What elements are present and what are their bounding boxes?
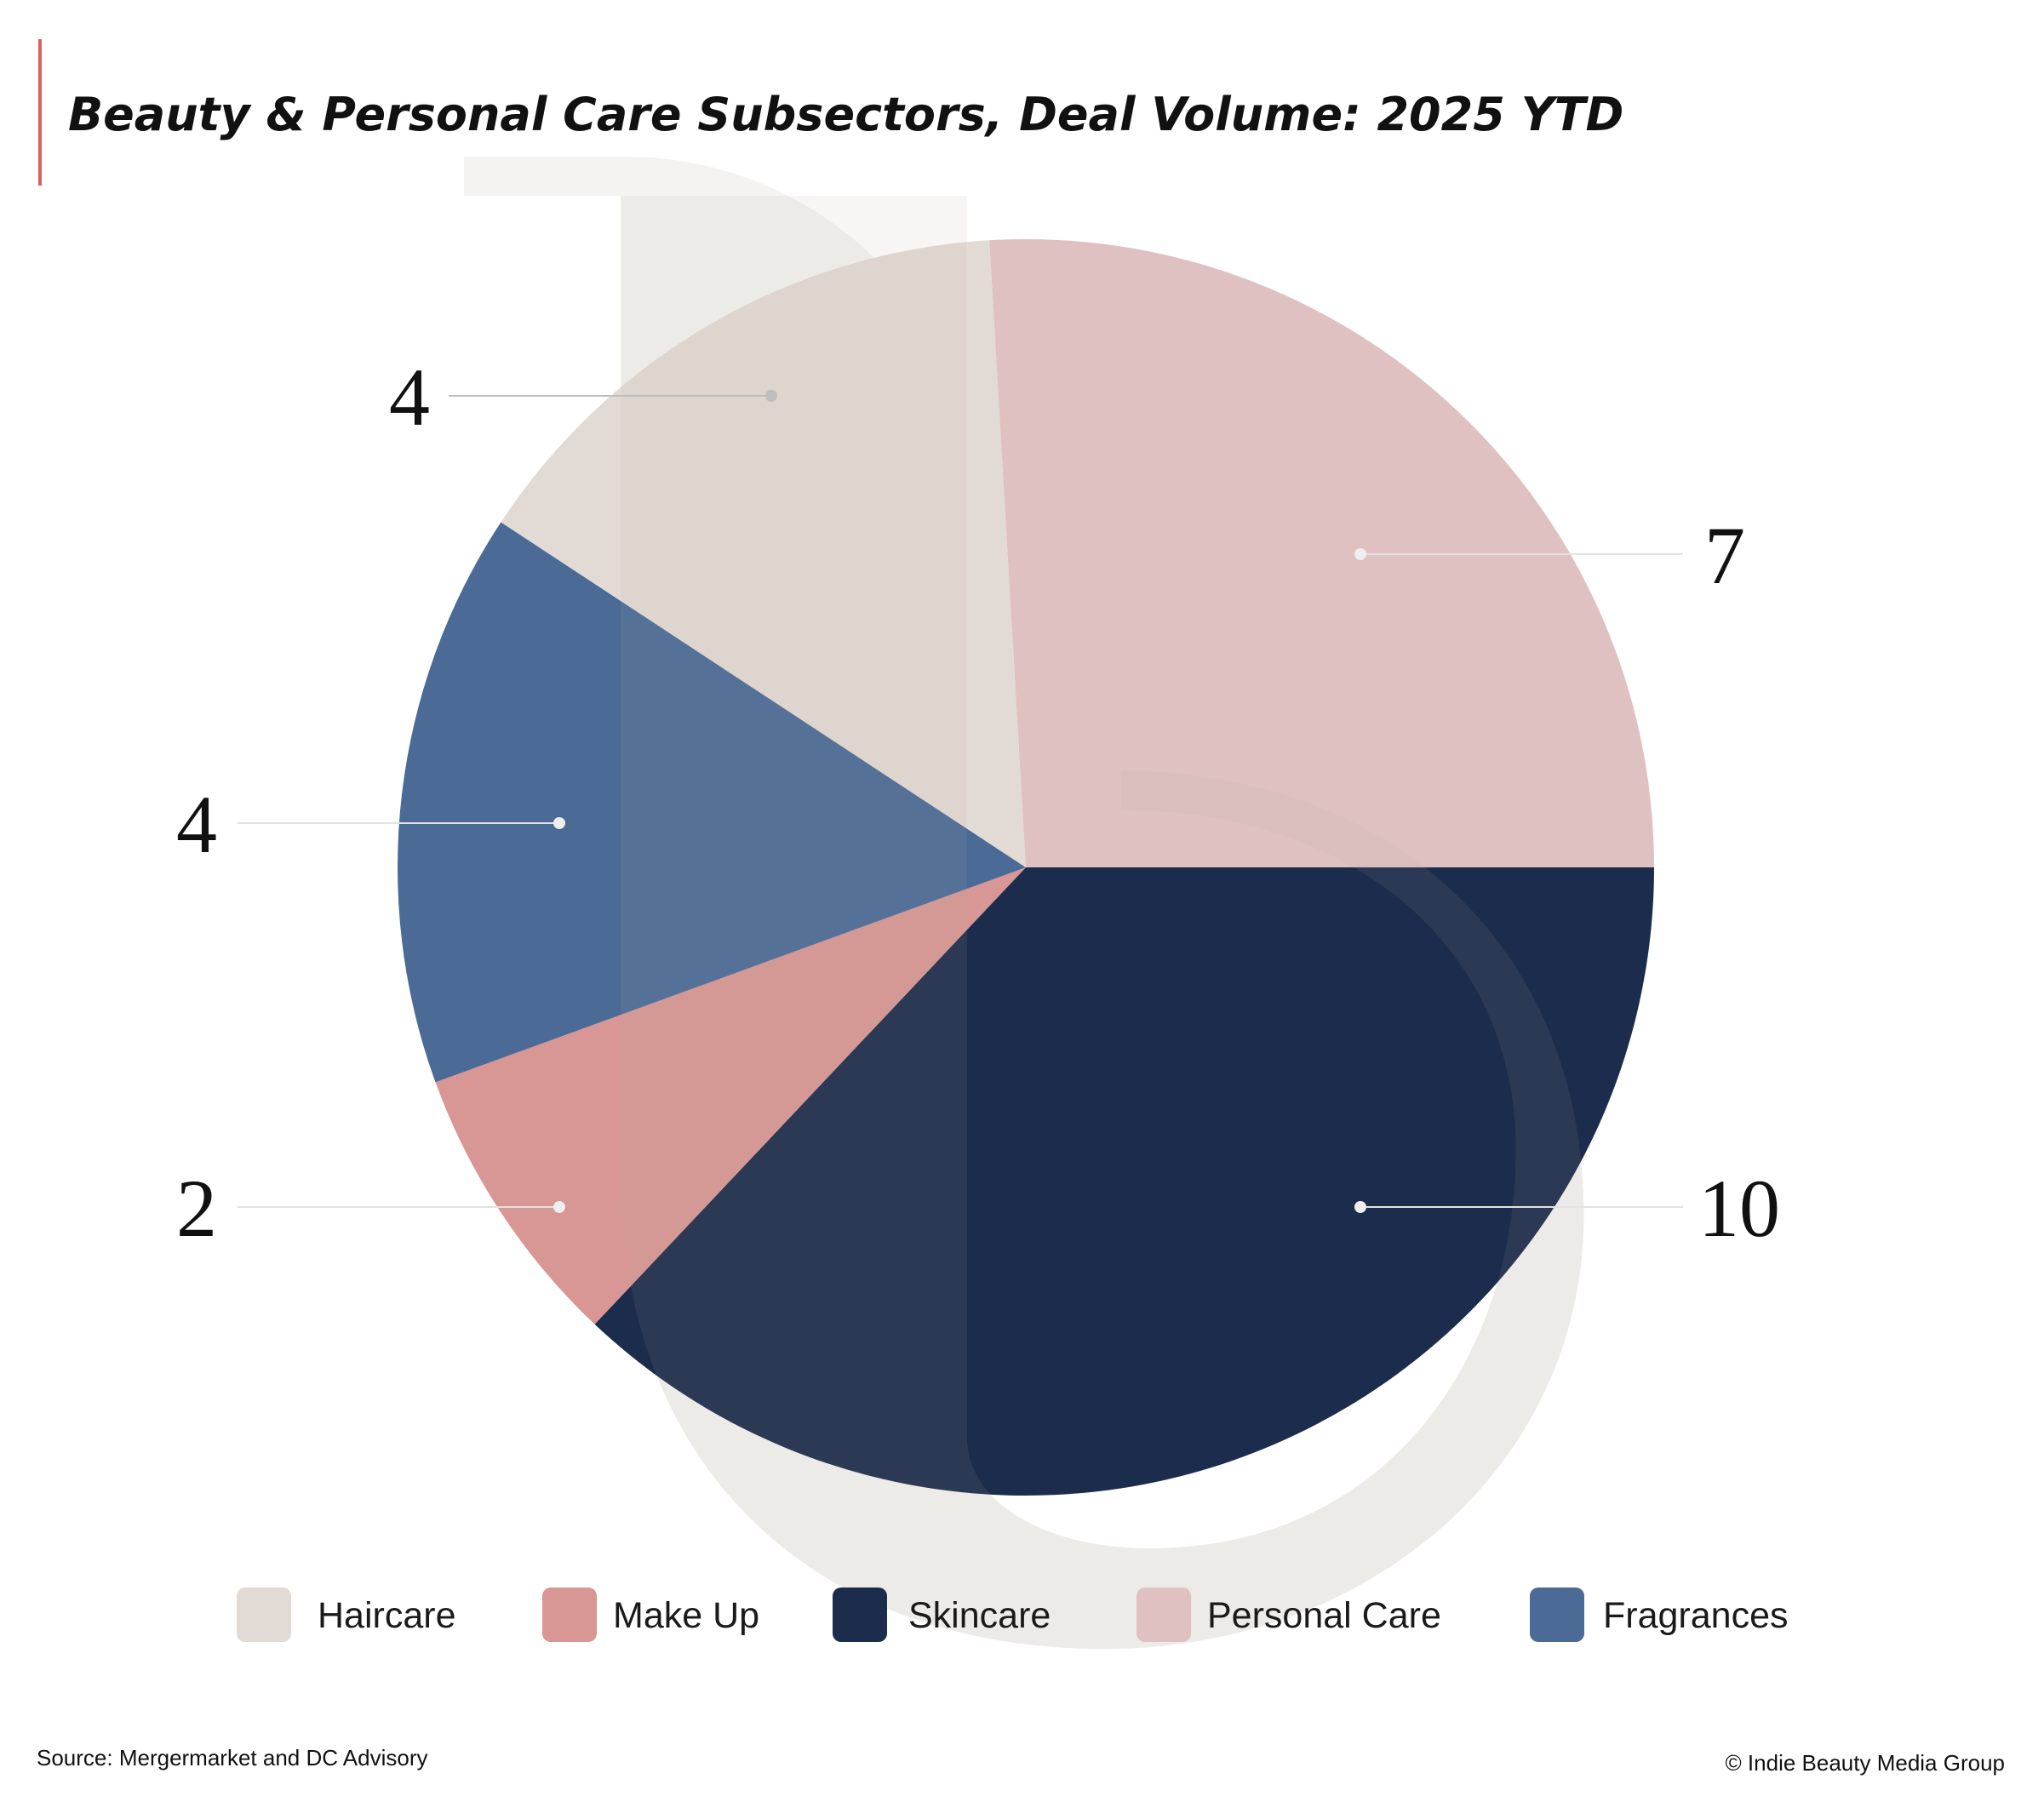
copyright-note: © Indie Beauty Media Group [1726, 1750, 2005, 1776]
legend-swatch [542, 1587, 597, 1642]
legend-swatch [1530, 1587, 1584, 1642]
leader-dot [765, 390, 777, 402]
leader-dot [1354, 548, 1366, 560]
data-label: 7 [1704, 510, 1745, 601]
title-accent-bar [38, 39, 42, 186]
legend-label: Personal Care [1207, 1595, 1441, 1636]
data-label: 2 [176, 1163, 217, 1254]
pie-slice-personal-care [989, 239, 1654, 867]
legend-label: Fragrances [1603, 1595, 1788, 1636]
legend-swatch [1137, 1587, 1191, 1642]
leader-dot [1354, 1201, 1366, 1213]
legend-label: Skincare [908, 1595, 1051, 1636]
pie-slices [397, 239, 1654, 1496]
chart-title: Beauty & Personal Care Subsectors, Deal … [68, 88, 1623, 141]
data-label: 10 [1698, 1163, 1780, 1254]
data-label: 4 [389, 352, 430, 443]
legend-swatch [833, 1587, 887, 1642]
legend-label: Make Up [613, 1595, 759, 1636]
leader-dot [553, 1201, 565, 1213]
legend-label: Haircare [318, 1595, 456, 1636]
source-note: Source: Mergermarket and DC Advisory [37, 1745, 428, 1771]
watermark-overlay [621, 196, 1584, 1650]
legend: Haircare Make Up Skincare Personal Care Frag… [237, 1587, 1788, 1642]
legend-swatch [237, 1587, 291, 1642]
data-label: 4 [176, 779, 217, 870]
leader-dot [553, 817, 565, 829]
leader-lines: 7 10 2 4 4 [176, 352, 1780, 1254]
